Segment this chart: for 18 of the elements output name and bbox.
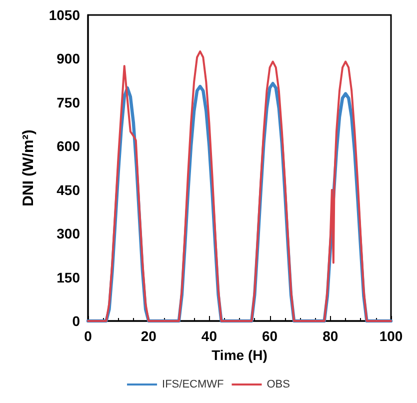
y-axis-title: DNI (W/m²) (20, 130, 37, 206)
y-tick-label: 1050 (48, 7, 80, 23)
x-tick-label: 20 (140, 328, 157, 344)
x-axis-title: Time (H) (212, 346, 268, 363)
y-tick-label: 750 (56, 94, 80, 110)
x-tick-label: 100 (379, 328, 403, 344)
y-tick-label: 900 (56, 50, 80, 67)
y-tick-label: 300 (56, 226, 80, 242)
x-tick-label: 80 (322, 328, 338, 344)
legend-label: IFS/ECMWF (162, 378, 224, 390)
y-tick-label: 600 (56, 138, 80, 154)
legend-label: OBS (266, 378, 290, 390)
x-tick-label: 40 (201, 328, 218, 344)
y-tick-label: 0 (72, 313, 80, 329)
x-tick-label: 60 (262, 328, 278, 344)
x-tick-label: 0 (84, 328, 92, 344)
y-tick-label: 450 (56, 182, 80, 198)
y-tick-label: 150 (56, 269, 80, 286)
